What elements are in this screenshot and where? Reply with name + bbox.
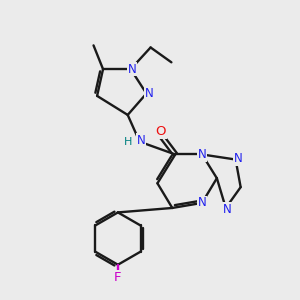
Text: N: N	[144, 87, 153, 100]
Text: F: F	[114, 271, 122, 284]
Text: N: N	[137, 134, 146, 147]
Text: N: N	[198, 148, 206, 161]
Text: N: N	[234, 152, 242, 165]
Text: H: H	[124, 137, 133, 147]
Text: O: O	[155, 125, 166, 138]
Text: N: N	[198, 196, 206, 209]
Text: N: N	[223, 203, 232, 216]
Text: N: N	[128, 63, 136, 76]
